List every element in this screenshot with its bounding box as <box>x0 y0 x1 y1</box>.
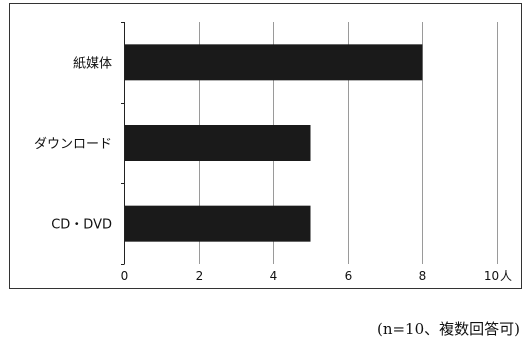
bar <box>125 125 311 161</box>
sample-note: (n=10、複数回答可) <box>377 320 520 338</box>
category-label: CD・DVD <box>51 218 112 233</box>
x-unit-label: 人 <box>500 269 512 283</box>
x-tick-label: 10 <box>484 269 499 283</box>
category-label: 紙媒体 <box>73 56 112 71</box>
bar <box>125 205 311 242</box>
x-tick-label: 6 <box>345 269 353 283</box>
category-label: ダウンロード <box>34 137 112 152</box>
bar <box>125 44 423 81</box>
outer-border <box>9 3 522 289</box>
bar-layer <box>125 44 423 242</box>
x-tick-label: 2 <box>196 269 204 283</box>
x-tick-label: 0 <box>121 269 129 283</box>
x-tick-label: 8 <box>419 269 427 283</box>
x-tick-label: 4 <box>270 269 278 283</box>
axis-layer <box>121 22 125 265</box>
